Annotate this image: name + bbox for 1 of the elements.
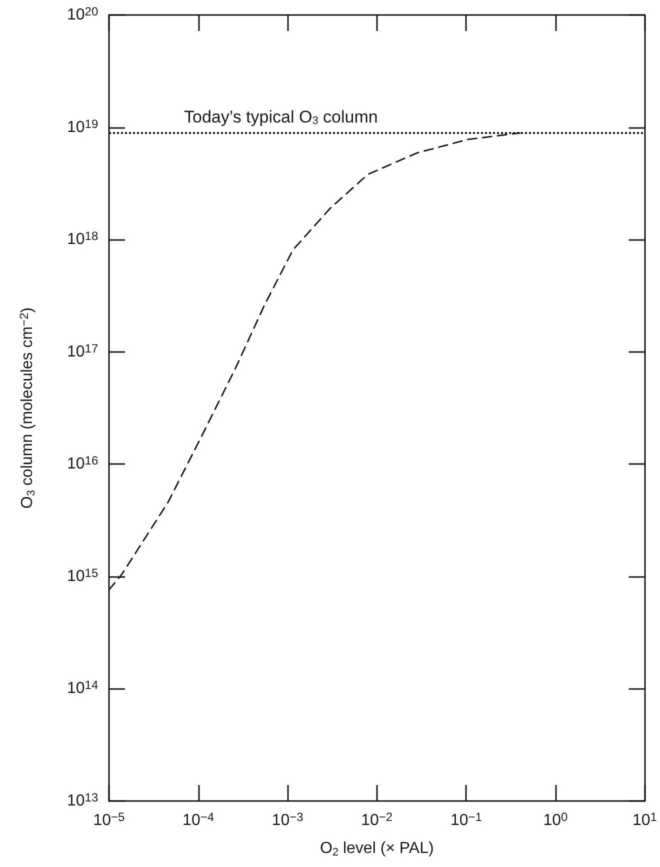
y-axis-title: O3 column (molecules cm−2): [17, 307, 38, 509]
